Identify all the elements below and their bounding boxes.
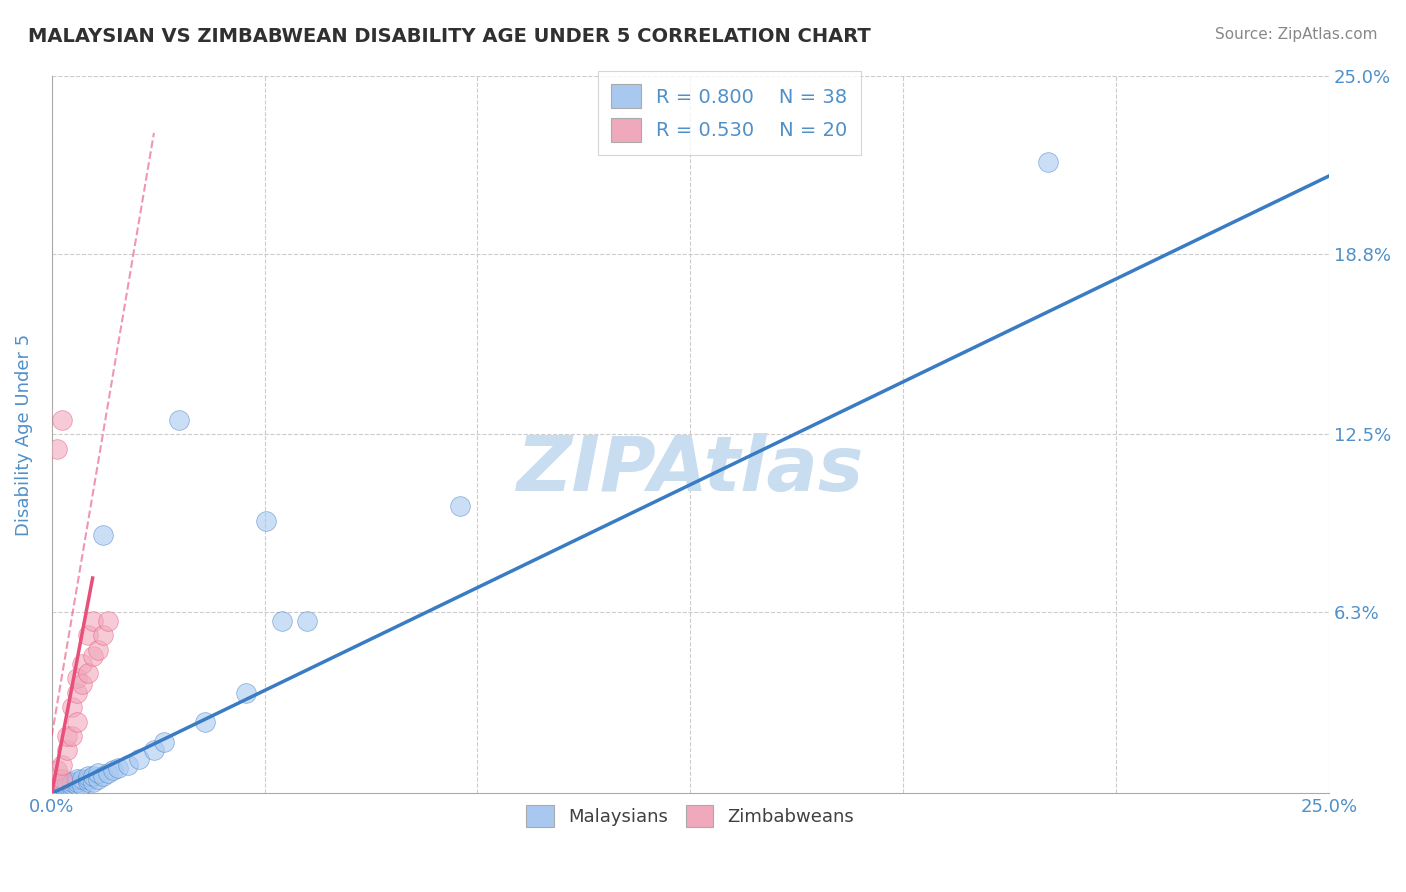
Point — [72, 677, 94, 691]
Point — [72, 778, 94, 792]
Point — [56, 775, 79, 789]
Point — [51, 413, 73, 427]
Text: Source: ZipAtlas.com: Source: ZipAtlas.com — [1215, 27, 1378, 42]
Point — [91, 769, 114, 783]
Point — [117, 757, 139, 772]
Point — [51, 775, 73, 789]
Point — [449, 500, 471, 514]
Point — [142, 743, 165, 757]
Point — [72, 657, 94, 672]
Point — [87, 772, 110, 786]
Point — [45, 442, 67, 456]
Point — [169, 413, 191, 427]
Point — [82, 769, 104, 783]
Point — [153, 734, 176, 748]
Point — [56, 729, 79, 743]
Point — [91, 528, 114, 542]
Point — [91, 628, 114, 642]
Point — [128, 752, 150, 766]
Point — [45, 780, 67, 795]
Point — [82, 775, 104, 789]
Point — [66, 714, 89, 729]
Y-axis label: Disability Age Under 5: Disability Age Under 5 — [15, 334, 32, 535]
Point — [1036, 154, 1059, 169]
Point — [76, 628, 98, 642]
Point — [254, 514, 277, 528]
Legend: Malaysians, Zimbabweans: Malaysians, Zimbabweans — [519, 798, 862, 835]
Point — [48, 780, 70, 795]
Point — [76, 772, 98, 786]
Point — [45, 783, 67, 797]
Point — [235, 686, 257, 700]
Point — [60, 780, 83, 795]
Point — [56, 743, 79, 757]
Point — [56, 780, 79, 795]
Point — [295, 614, 318, 628]
Point — [101, 764, 124, 778]
Point — [66, 686, 89, 700]
Point — [45, 772, 67, 786]
Text: MALAYSIAN VS ZIMBABWEAN DISABILITY AGE UNDER 5 CORRELATION CHART: MALAYSIAN VS ZIMBABWEAN DISABILITY AGE U… — [28, 27, 870, 45]
Point — [107, 760, 129, 774]
Point — [60, 775, 83, 789]
Point — [66, 775, 89, 789]
Point — [76, 775, 98, 789]
Point — [194, 714, 217, 729]
Point — [72, 772, 94, 786]
Point — [76, 769, 98, 783]
Point — [45, 764, 67, 778]
Point — [97, 766, 120, 780]
Text: ZIPAtlas: ZIPAtlas — [516, 434, 865, 508]
Point — [51, 783, 73, 797]
Point — [66, 772, 89, 786]
Point — [97, 614, 120, 628]
Point — [51, 757, 73, 772]
Point — [56, 778, 79, 792]
Point — [82, 614, 104, 628]
Point — [60, 700, 83, 714]
Point — [60, 778, 83, 792]
Point — [66, 672, 89, 686]
Point — [60, 729, 83, 743]
Point — [44, 783, 66, 797]
Point — [66, 778, 89, 792]
Point — [82, 648, 104, 663]
Point — [76, 665, 98, 680]
Point — [87, 642, 110, 657]
Point — [270, 614, 292, 628]
Point — [51, 778, 73, 792]
Point — [87, 766, 110, 780]
Point — [51, 772, 73, 786]
